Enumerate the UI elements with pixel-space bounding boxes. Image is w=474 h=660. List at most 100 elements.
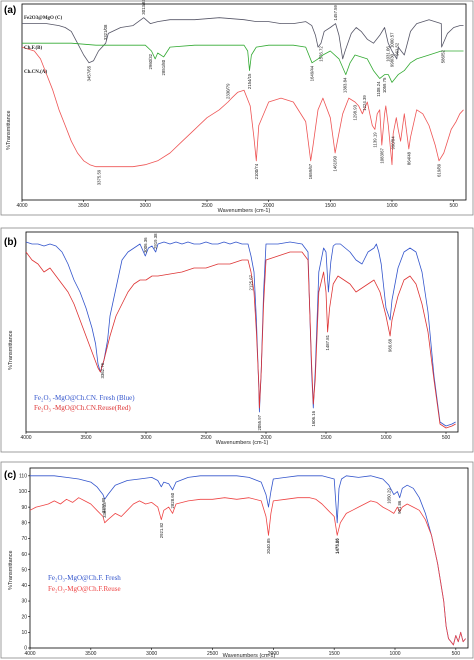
peak-annotation: 1083/67 [379, 148, 384, 164]
x-tick-label: 1000 [389, 651, 400, 657]
y-tick-label: 20 [21, 614, 27, 620]
peak-annotation: 3375.59 [97, 169, 102, 185]
peak-annotation: 2921.82 [159, 522, 164, 538]
x-tick-label: 500 [452, 651, 461, 657]
peak-annotation: 961.86 [397, 500, 402, 514]
x-tick-label: 3000 [146, 651, 157, 657]
peak-annotation: 2960/32 [148, 53, 153, 69]
panel-b-frame [0, 227, 474, 453]
panel-a-plot-area [21, 3, 467, 201]
y-tick-label: 30 [21, 599, 27, 605]
x-tick-label: 2500 [200, 435, 211, 441]
peak-annotation: 1649/44 [310, 65, 315, 81]
panel-a: (a) %Transmittance Wavenumbers (cm-1) 40… [0, 0, 474, 216]
x-tick-label: 3500 [80, 435, 91, 441]
y-tick-label: 70 [21, 536, 27, 542]
peak-annotation: 1487.81 [325, 334, 330, 350]
series-label-chcn: Ch.CN.(A) [24, 70, 47, 75]
y-tick-label: 110 [19, 474, 27, 480]
series-line-b-1 [25, 251, 456, 429]
x-tick-label: 3000 [140, 203, 151, 209]
peak-annotation: 2828.60 [170, 492, 175, 508]
y-tick-label: 60 [21, 552, 27, 558]
peak-annotation: 2040.85 [266, 538, 271, 554]
x-tick-label: 3500 [78, 203, 89, 209]
peak-annotation: 1461/90 [333, 155, 338, 171]
series-label-fe2o3-mgo: Fe2O3@MgO (C) [24, 16, 62, 21]
panel-c-frame [0, 461, 474, 659]
x-tick-label: 3000 [140, 435, 151, 441]
series-label-chf: Ch.F.(B) [24, 46, 42, 51]
peak-annotation: 1474.09 [335, 538, 340, 554]
panel-c-legend-fresh: Fe₂O₃-MgO@Ch.F. Fresh [48, 574, 121, 582]
peak-annotation: 2919.38 [153, 233, 158, 249]
panel-b-label: (b) [4, 237, 17, 248]
peak-annotation: 586/52 [441, 50, 446, 64]
peak-annotation: 3386.33 [102, 502, 107, 518]
x-tick-label: 500 [442, 435, 451, 441]
peak-annotation: 1298.93 [353, 104, 358, 120]
panel-b-xlabel: Wavenumbers (cm-1) [216, 440, 269, 446]
panel-b: (b) %Transmittance Wavenumbers (cm-1) 40… [0, 227, 474, 453]
x-tick-label: 4000 [24, 651, 35, 657]
panel-a-ylabel: %Transmittance [6, 110, 12, 150]
panel-c: (c) %Transmittance Wavenumbers (cm-1) 40… [0, 461, 474, 659]
panel-b-legend-fresh: Fe₂O₃ -MgO@Ch.CN. Fresh (Blue) [34, 394, 135, 402]
y-tick-label: 80 [21, 520, 27, 526]
peak-annotation: 2154/15 [247, 73, 252, 89]
panel-a-xlabel: Wavenumbers (cm-1) [218, 208, 271, 214]
panel-c-label: (c) [4, 470, 16, 481]
peak-annotation: 2851/80 [161, 59, 166, 75]
y-tick-label: 90 [21, 505, 27, 511]
x-tick-label: 1500 [325, 203, 336, 209]
x-tick-label: 2000 [260, 435, 271, 441]
x-tick-label: 1500 [329, 651, 340, 657]
peak-annotation: 1059.75 [382, 77, 387, 93]
x-tick-label: 2000 [268, 651, 279, 657]
panel-b-ylabel: %Transmittance [8, 330, 14, 370]
series-line-a-1 [22, 42, 464, 83]
peak-annotation: 864/48 [406, 151, 411, 165]
y-tick-label: 100 [19, 489, 28, 495]
y-tick-label: 10 [21, 630, 27, 636]
peak-annotation: 3006.36 [143, 237, 148, 253]
peak-annotation: 3457/65 [87, 65, 92, 81]
panel-b-legend-reuse: Fe₂O₃ -MgO@Ch.CN.Reuse(Red) [34, 404, 131, 412]
x-tick-label: 4000 [20, 435, 31, 441]
peak-annotation: 1383.84 [342, 77, 347, 93]
y-tick-label: 50 [21, 567, 27, 573]
y-tick-label: 0 [24, 646, 27, 652]
peak-annotation: 3362.76 [100, 362, 105, 378]
x-tick-label: 4000 [16, 203, 27, 209]
peak-annotation: 2055.97 [257, 414, 262, 430]
peak-annotation: 3321/08 [103, 24, 108, 40]
peak-annotation: 2330/79 [226, 83, 231, 99]
x-tick-label: 500 [449, 203, 458, 209]
x-tick-label: 2000 [263, 203, 274, 209]
series-line-c-1 [29, 497, 466, 646]
x-tick-label: 1500 [320, 435, 331, 441]
panel-c-legend-reuse: Fe₂O₃-MgO@Ch.F.Reuse [48, 585, 121, 593]
peak-annotation: 1224.39 [362, 95, 367, 111]
peak-annotation: 3013/83 [141, 0, 146, 15]
x-tick-label: 3500 [85, 651, 96, 657]
peak-annotation: 1659/67 [308, 163, 313, 179]
panel-c-ylabel: %Transmittance [8, 550, 14, 590]
peak-annotation: 1050.29 [386, 488, 391, 504]
panel-c-plot-area [29, 467, 469, 649]
panel-b-plot-area [25, 231, 459, 433]
panel-c-xlabel: Wavenumbers (cm-1) [223, 653, 276, 659]
peak-annotation: 2125.67 [249, 274, 254, 290]
peak-annotation: 966.68 [388, 338, 393, 352]
peak-annotation: 3397.89 [101, 497, 106, 513]
peak-annotation: 1606.16 [311, 410, 316, 426]
series-line-a-0 [22, 17, 464, 64]
panel-a-label: (a) [4, 5, 16, 16]
peak-annotation: 1031.06 [386, 46, 391, 62]
peak-annotation: 1000.57 [390, 32, 395, 48]
peak-annotation: 961.52 [394, 42, 399, 56]
peak-annotation: 1576.72 [319, 46, 324, 62]
peak-annotation: 1457.59 [333, 4, 338, 20]
peak-annotation: 2100/74 [254, 163, 259, 179]
y-tick-label: 40 [21, 583, 27, 589]
